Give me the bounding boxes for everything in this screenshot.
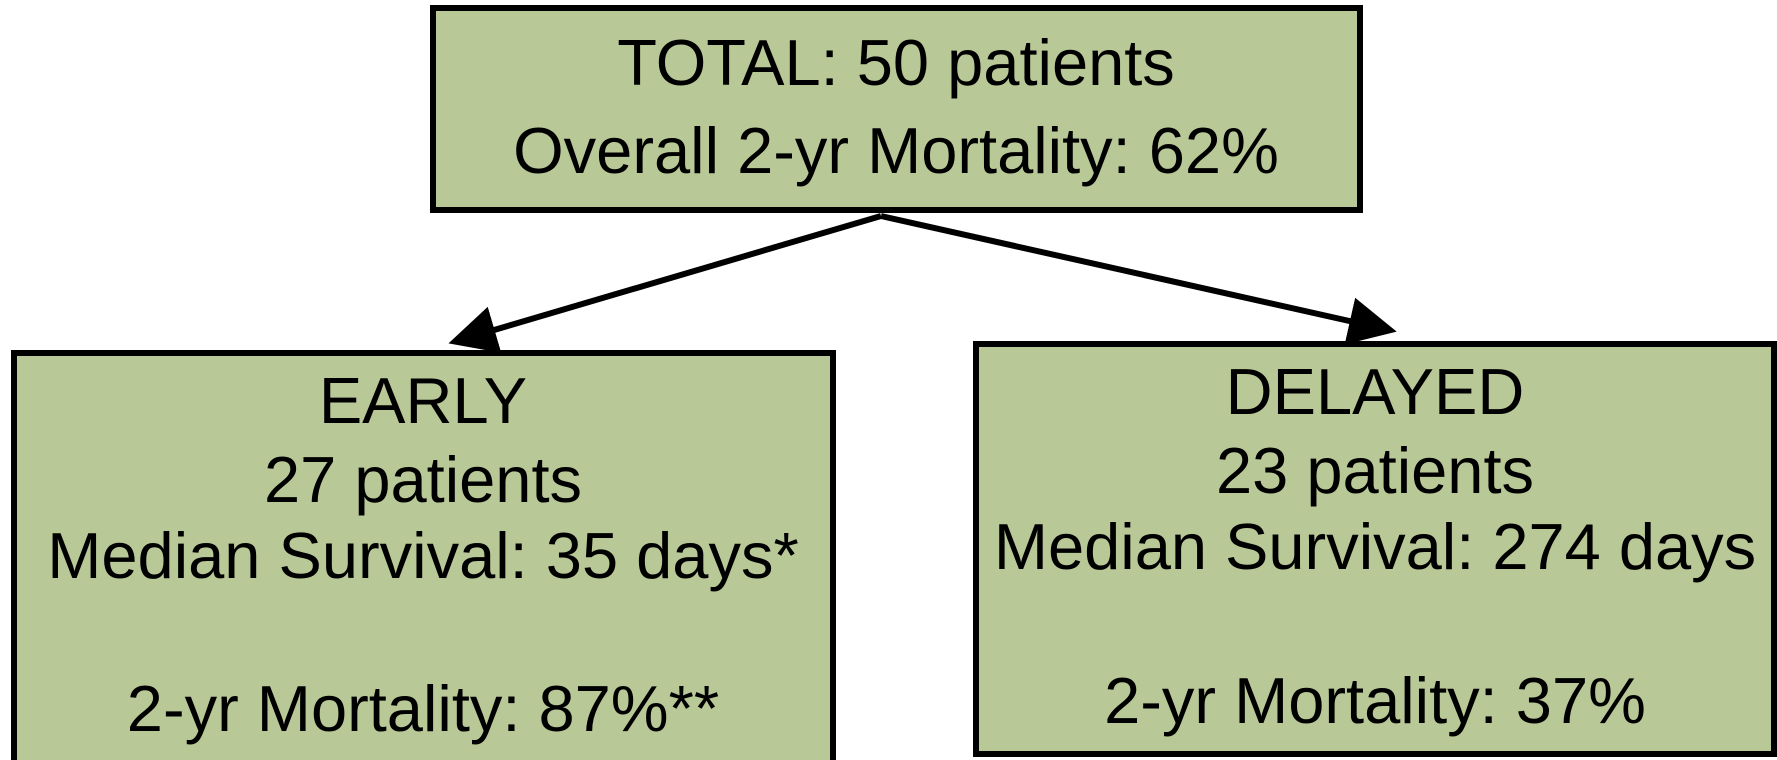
- node-text: Overall 2-yr Mortality: 62%: [513, 114, 1279, 187]
- node-box: [11, 350, 836, 760]
- node: TOTAL: 50 patients Overall 2-yr Mortalit…: [430, 5, 1363, 213]
- node-text: TOTAL: 50 patients: [617, 26, 1175, 99]
- arrow: [880, 213, 1397, 345]
- arrow: [448, 213, 882, 353]
- node-text: 2-yr Mortality: 87%**: [127, 672, 719, 745]
- node-box: [430, 5, 1363, 213]
- node-text: DELAYED: [1226, 355, 1525, 428]
- node-text: 23 patients: [1216, 434, 1534, 507]
- node-text: Median Survival: 274 days: [994, 510, 1756, 583]
- node-box: [973, 341, 1777, 757]
- node: DELAYED 23 patients Median Survival: 274…: [973, 341, 1777, 757]
- node: EARLY 27 patients Median Survival: 35 da…: [11, 350, 836, 760]
- node-text: 2-yr Mortality: 37%: [1104, 664, 1646, 737]
- node-text: Median Survival: 35 days*: [47, 519, 799, 592]
- node-text: 27 patients: [264, 443, 582, 516]
- node-text: EARLY: [319, 364, 527, 437]
